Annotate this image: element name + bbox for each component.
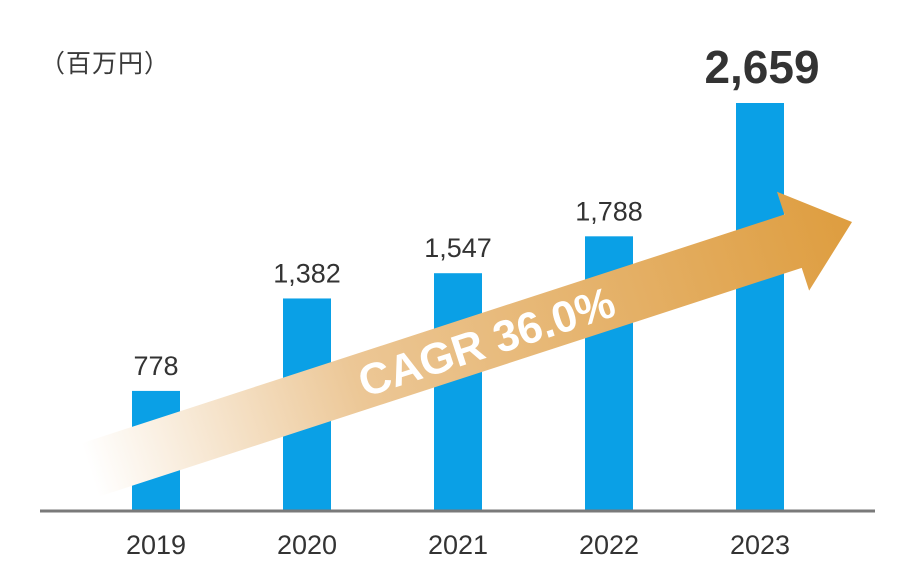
value-label-2019: 778: [133, 351, 178, 381]
value-label-2023: 2,659: [704, 41, 819, 93]
x-tick-2022: 2022: [579, 530, 639, 560]
x-tick-2020: 2020: [277, 530, 337, 560]
value-label-2020: 1,382: [273, 258, 341, 288]
x-tick-2023: 2023: [730, 530, 790, 560]
bars-group: [132, 103, 784, 510]
cagr-arrow-shape: [81, 191, 852, 497]
x-tick-2019: 2019: [126, 530, 186, 560]
x-tick-labels-group: 2019 2020 2021 2022 2023: [126, 530, 790, 560]
unit-label: （百万円）: [40, 49, 171, 78]
bar-2023: [736, 103, 784, 510]
value-label-2022: 1,788: [575, 196, 643, 226]
value-label-2021: 1,547: [424, 233, 492, 263]
bar-2021: [434, 273, 482, 510]
value-labels-group: 778 1,382 1,547 1,788 2,659: [133, 41, 819, 381]
x-tick-2021: 2021: [428, 530, 488, 560]
